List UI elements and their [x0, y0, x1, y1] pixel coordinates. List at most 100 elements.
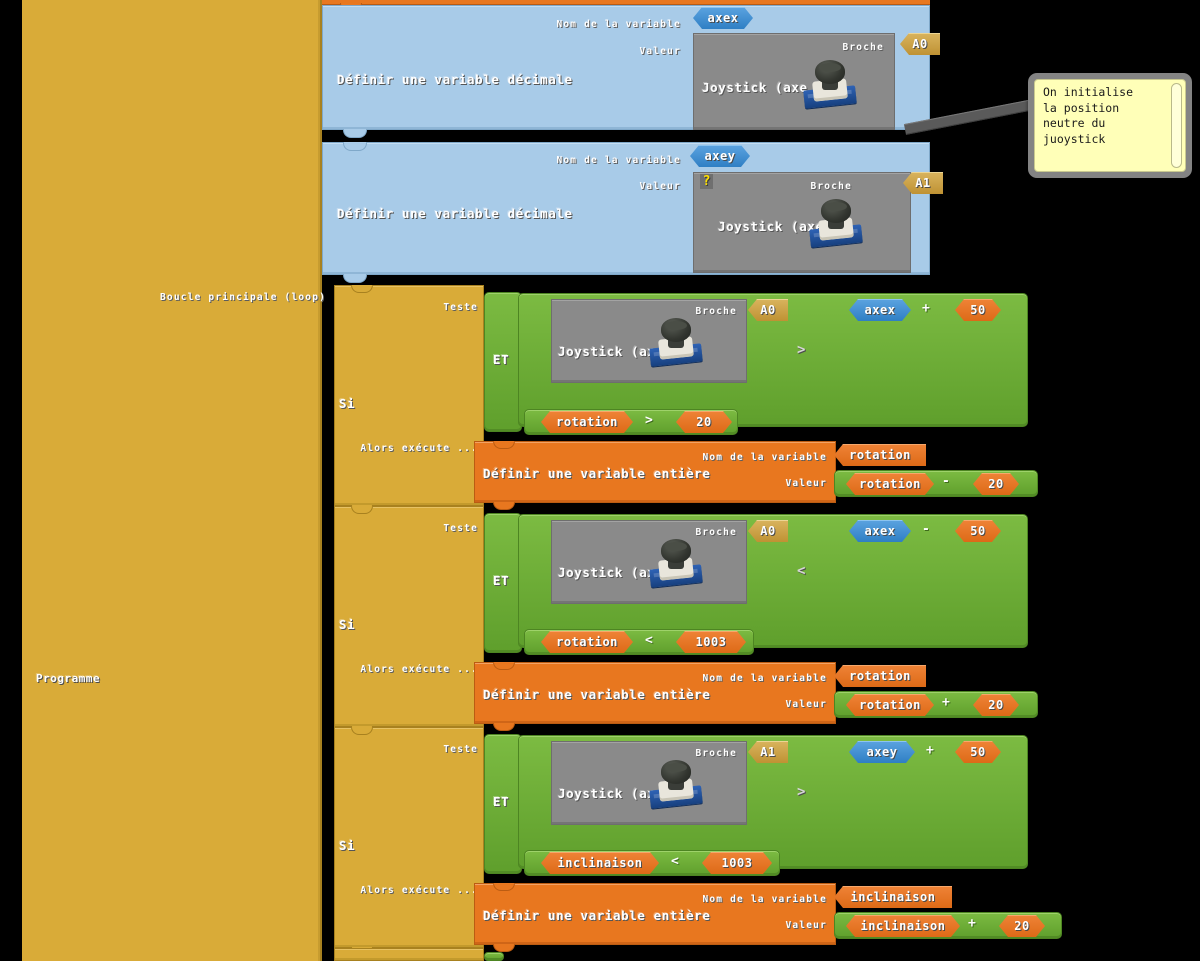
- expr-operator[interactable]: -: [942, 474, 950, 489]
- expr-operator[interactable]: +: [968, 916, 976, 931]
- block-connector-nub: [351, 506, 373, 514]
- and-block-3[interactable]: ET: [484, 734, 522, 874]
- number-field[interactable]: 50: [955, 741, 1001, 763]
- pin-field[interactable]: A0: [748, 299, 788, 321]
- joystick-icon: [808, 197, 866, 249]
- comparison-operator-1[interactable]: >: [797, 342, 806, 358]
- comparison-operator[interactable]: <: [645, 633, 653, 648]
- expr-number-field[interactable]: 20: [973, 694, 1019, 716]
- number-field[interactable]: 50: [955, 299, 1001, 321]
- value-label: Valeur: [639, 46, 681, 57]
- comparison-operator-3[interactable]: >: [797, 784, 806, 800]
- pin-field[interactable]: A1: [748, 741, 788, 763]
- block-connector-nub: [351, 285, 373, 293]
- joystick-sensor-block-1[interactable]: Joystick (axe x) Broche: [551, 299, 747, 383]
- comment-marker-icon[interactable]: ?: [700, 174, 713, 189]
- joystick-icon: [648, 537, 706, 589]
- comment-callout[interactable]: On initialise la position neutre du juoy…: [1028, 73, 1192, 178]
- define-int-label: Définir une variable entière: [483, 466, 711, 481]
- if-block-2[interactable]: Si Teste Alors exécute ...: [334, 506, 484, 734]
- value-label: Valeur: [785, 920, 827, 931]
- define-int-block-2[interactable]: Définir une variable entière Nom de la v…: [474, 662, 836, 731]
- loop-label: Boucle principale (loop): [160, 292, 327, 303]
- variable-name-field-axex[interactable]: axex: [693, 7, 753, 29]
- var-name-label: Nom de la variable: [702, 452, 827, 463]
- pin-field-a1[interactable]: A1: [903, 172, 943, 194]
- and-block-2[interactable]: ET: [484, 513, 522, 653]
- expr-variable-field[interactable]: rotation: [846, 473, 934, 495]
- number-field[interactable]: 20: [676, 411, 732, 433]
- then-label: Alors exécute ...: [360, 443, 478, 454]
- and-block-1[interactable]: ET: [484, 292, 522, 432]
- expr-number-field[interactable]: 20: [973, 473, 1019, 495]
- target-variable-field-2[interactable]: rotation: [834, 665, 926, 687]
- comparison-operator[interactable]: <: [671, 854, 679, 869]
- block-connector-nub: [343, 274, 367, 283]
- arithmetic-operator-2[interactable]: -: [922, 522, 930, 537]
- if-label: Si: [339, 617, 356, 632]
- comparison-operator-2[interactable]: <: [797, 563, 806, 579]
- variable-field[interactable]: rotation: [541, 631, 633, 653]
- value-label: Valeur: [785, 478, 827, 489]
- comparison-operator[interactable]: >: [645, 413, 653, 428]
- if-block-3[interactable]: Si Teste Alors exécute ...: [334, 727, 484, 955]
- define-float-label: Définir une variable décimale: [337, 72, 573, 87]
- pin-label: Broche: [695, 527, 737, 538]
- test-label: Teste: [443, 523, 478, 534]
- expr-number-field[interactable]: 20: [999, 915, 1045, 937]
- pin-label: Broche: [695, 306, 737, 317]
- sensor-name-label: Joystick (axe x): [702, 80, 833, 95]
- arithmetic-operator-1[interactable]: +: [922, 301, 930, 316]
- target-variable-field-1[interactable]: rotation: [834, 444, 926, 466]
- and-label: ET: [493, 794, 510, 809]
- joystick-icon: [802, 58, 860, 110]
- define-float-label: Définir une variable décimale: [337, 206, 573, 221]
- block-connector-nub: [493, 944, 515, 952]
- and-label: ET: [493, 573, 510, 588]
- if-block-1[interactable]: Si Teste Alors exécute ...: [334, 285, 484, 513]
- arithmetic-operator-3[interactable]: +: [926, 743, 934, 758]
- value-label: Valeur: [639, 181, 681, 192]
- variable-name-field-axey[interactable]: axey: [690, 145, 750, 167]
- programme-container[interactable]: Programme: [22, 0, 322, 961]
- variable-field[interactable]: axex: [849, 299, 911, 321]
- comment-body: On initialise la position neutre du juoy…: [1034, 79, 1186, 172]
- pin-label: Broche: [810, 181, 852, 192]
- pin-field[interactable]: A0: [748, 520, 788, 542]
- define-int-block-3[interactable]: Définir une variable entière Nom de la v…: [474, 883, 836, 952]
- block-connector-nub: [493, 441, 515, 449]
- pin-field-a0[interactable]: A0: [900, 33, 940, 55]
- comment-text: On initialise la position neutre du juoy…: [1043, 85, 1134, 146]
- expr-variable-field[interactable]: inclinaison: [846, 915, 960, 937]
- variable-field[interactable]: inclinaison: [541, 852, 659, 874]
- target-variable-field-3[interactable]: inclinaison: [834, 886, 952, 908]
- var-name-label: Nom de la variable: [702, 894, 827, 905]
- if-label: Si: [339, 396, 356, 411]
- number-field[interactable]: 1003: [702, 852, 772, 874]
- then-label: Alors exécute ...: [360, 885, 478, 896]
- joystick-icon: [648, 758, 706, 810]
- joystick-sensor-block-2[interactable]: Joystick (axe x) Broche: [551, 520, 747, 604]
- var-name-label: Nom de la variable: [556, 155, 681, 166]
- test-label: Teste: [443, 302, 478, 313]
- block-connector-nub: [493, 883, 515, 891]
- define-int-block-1[interactable]: Définir une variable entière Nom de la v…: [474, 441, 836, 510]
- number-field[interactable]: 1003: [676, 631, 746, 653]
- pin-label: Broche: [695, 748, 737, 759]
- comment-scrollbar[interactable]: [1171, 83, 1182, 168]
- joystick-icon: [648, 316, 706, 368]
- var-name-label: Nom de la variable: [556, 19, 681, 30]
- joystick-sensor-block-3[interactable]: Joystick (axe y) Broche: [551, 741, 747, 825]
- block-connector-nub: [343, 142, 367, 151]
- value-label: Valeur: [785, 699, 827, 710]
- variable-field[interactable]: axex: [849, 520, 911, 542]
- expr-variable-field[interactable]: rotation: [846, 694, 934, 716]
- if-label: Si: [339, 838, 356, 853]
- variable-field[interactable]: axey: [849, 741, 915, 763]
- number-field[interactable]: 50: [955, 520, 1001, 542]
- next-block-stub: [484, 952, 504, 961]
- joystick-sensor-block-x[interactable]: Joystick (axe x) Broche: [693, 33, 895, 130]
- variable-field[interactable]: rotation: [541, 411, 633, 433]
- joystick-sensor-block-y[interactable]: Joystick (axe y) Broche: [693, 172, 911, 273]
- expr-operator[interactable]: +: [942, 695, 950, 710]
